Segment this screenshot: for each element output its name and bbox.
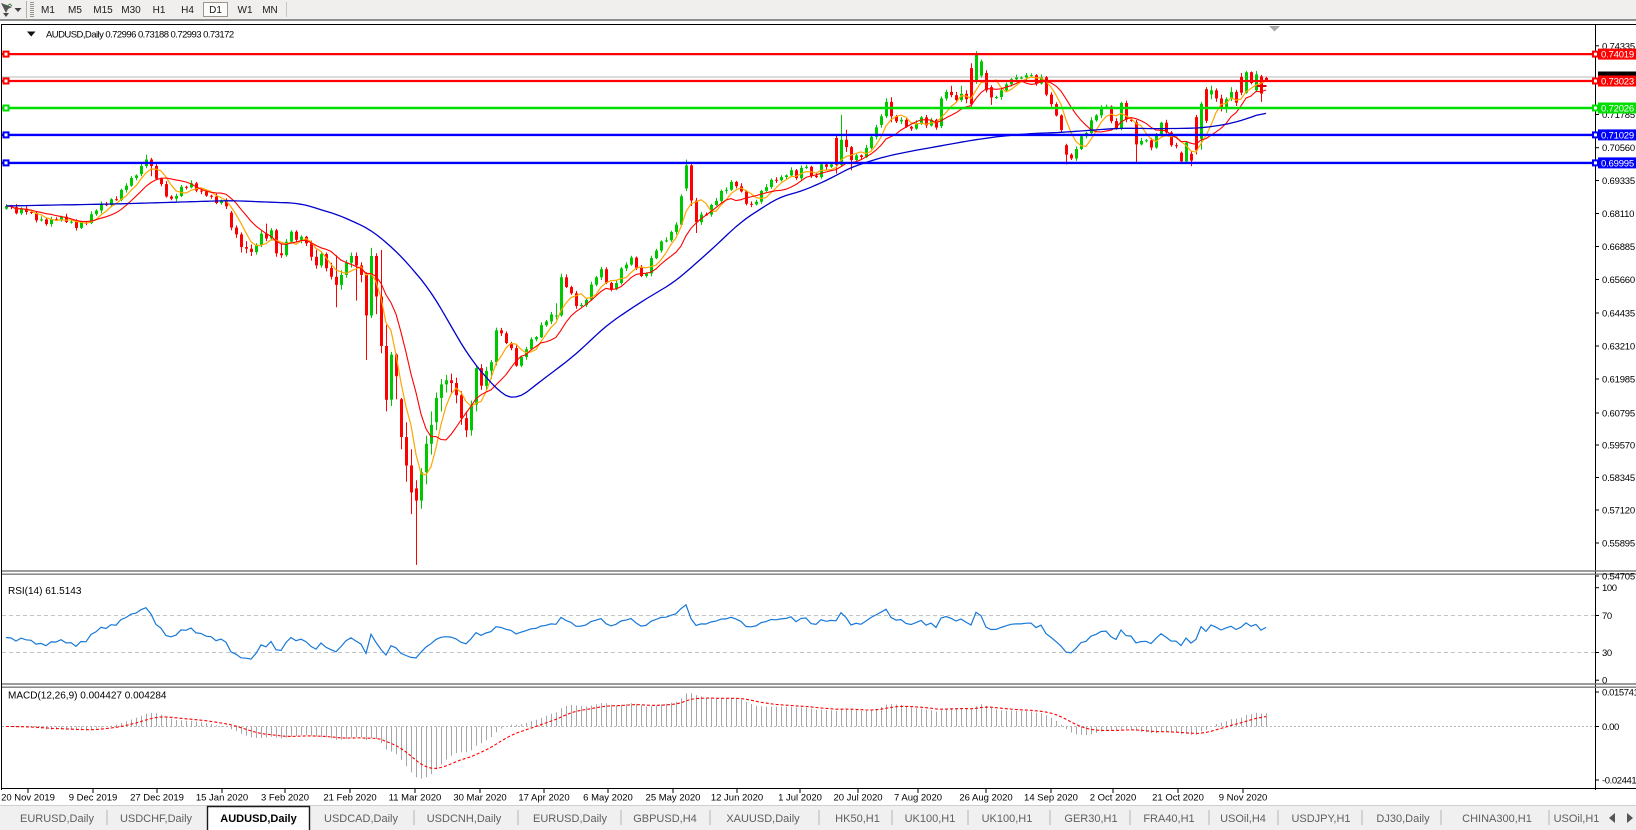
svg-text:0.69995: 0.69995 (1601, 158, 1634, 169)
svg-text:0.59570: 0.59570 (1602, 441, 1635, 452)
svg-text:7 Aug 2020: 7 Aug 2020 (894, 793, 942, 804)
svg-text:0.015741: 0.015741 (1602, 688, 1636, 699)
svg-text:CHINA300,H1: CHINA300,H1 (1462, 813, 1532, 825)
svg-text:21 Oct 2020: 21 Oct 2020 (1152, 793, 1204, 804)
svg-text:0.70560: 0.70560 (1602, 143, 1635, 154)
svg-text:USOil,H1: USOil,H1 (1554, 813, 1600, 825)
svg-text:26 Aug 2020: 26 Aug 2020 (959, 793, 1012, 804)
svg-text:0.61985: 0.61985 (1602, 375, 1635, 386)
svg-text:21 Feb 2020: 21 Feb 2020 (323, 793, 376, 804)
svg-text:0: 0 (1602, 676, 1607, 687)
svg-text:0.66885: 0.66885 (1602, 242, 1635, 253)
svg-text:30: 30 (1602, 648, 1612, 659)
svg-text:EURUSD,Daily: EURUSD,Daily (533, 813, 607, 825)
svg-text:0.58345: 0.58345 (1602, 473, 1635, 484)
svg-text:H1: H1 (153, 5, 166, 16)
svg-text:USOil,H4: USOil,H4 (1220, 813, 1266, 825)
svg-text:AUDUSD,Daily: AUDUSD,Daily (220, 813, 297, 825)
svg-text:UK100,H1: UK100,H1 (982, 813, 1033, 825)
svg-text:USDCHF,Daily: USDCHF,Daily (120, 813, 193, 825)
svg-text:20 Jul 2020: 20 Jul 2020 (833, 793, 882, 804)
svg-text:0.71029: 0.71029 (1601, 130, 1634, 141)
svg-text:9 Dec 2019: 9 Dec 2019 (69, 793, 118, 804)
svg-text:RSI(14) 61.5143: RSI(14) 61.5143 (8, 586, 82, 597)
svg-text:GBPUSD,H4: GBPUSD,H4 (633, 813, 697, 825)
svg-text:14 Sep 2020: 14 Sep 2020 (1024, 793, 1078, 804)
svg-text:AUDUSD,Daily 0.72996 0.73188: AUDUSD,Daily 0.72996 0.73188 0.72993 0.7… (46, 30, 234, 41)
svg-text:70: 70 (1602, 611, 1612, 622)
svg-text:0.55895: 0.55895 (1602, 539, 1635, 550)
svg-text:M1: M1 (41, 5, 55, 16)
svg-text:XAUUSD,Daily: XAUUSD,Daily (726, 813, 800, 825)
svg-text:27 Dec 2019: 27 Dec 2019 (130, 793, 184, 804)
svg-text:11 Mar 2020: 11 Mar 2020 (389, 793, 442, 804)
svg-text:17 Apr 2020: 17 Apr 2020 (518, 793, 569, 804)
svg-text:MACD(12,26,9) 0.004427 0.00428: MACD(12,26,9) 0.004427 0.004284 (8, 691, 167, 702)
svg-text:USDCAD,Daily: USDCAD,Daily (324, 813, 398, 825)
svg-text:W1: W1 (238, 5, 253, 16)
svg-text:0.68110: 0.68110 (1602, 209, 1634, 220)
svg-text:USDJPY,H1: USDJPY,H1 (1291, 813, 1350, 825)
svg-text:HK50,H1: HK50,H1 (835, 813, 880, 825)
svg-text:9 Nov 2020: 9 Nov 2020 (1219, 793, 1268, 804)
svg-text:M30: M30 (121, 5, 141, 16)
svg-text:30 Mar 2020: 30 Mar 2020 (453, 793, 506, 804)
svg-text:M15: M15 (93, 5, 113, 16)
svg-text:0.73023: 0.73023 (1601, 77, 1634, 88)
svg-text:FRA40,H1: FRA40,H1 (1143, 813, 1194, 825)
svg-text:EURUSD,Daily: EURUSD,Daily (20, 813, 94, 825)
svg-text:15 Jan 2020: 15 Jan 2020 (196, 793, 248, 804)
svg-text:25 May 2020: 25 May 2020 (646, 793, 701, 804)
svg-text:20 Nov 2019: 20 Nov 2019 (1, 793, 55, 804)
svg-text:DJ30,Daily: DJ30,Daily (1376, 813, 1430, 825)
svg-text:0.64435: 0.64435 (1602, 309, 1635, 320)
svg-text:0.71785: 0.71785 (1602, 110, 1635, 121)
svg-text:12 Jun 2020: 12 Jun 2020 (711, 793, 763, 804)
svg-text:0.00: 0.00 (1602, 722, 1619, 733)
svg-text:0.57120: 0.57120 (1602, 506, 1635, 517)
svg-text:0.54705: 0.54705 (1602, 572, 1635, 583)
svg-text:MN: MN (262, 5, 278, 16)
svg-text:0.69335: 0.69335 (1602, 176, 1635, 187)
svg-text:GER30,H1: GER30,H1 (1064, 813, 1117, 825)
svg-text:100: 100 (1602, 583, 1617, 594)
svg-text:USDCNH,Daily: USDCNH,Daily (427, 813, 502, 825)
svg-text:0.63210: 0.63210 (1602, 342, 1635, 353)
svg-text:1 Jul 2020: 1 Jul 2020 (778, 793, 822, 804)
svg-text:0.72026: 0.72026 (1601, 104, 1634, 115)
svg-text:H4: H4 (181, 5, 194, 16)
svg-text:0.74019: 0.74019 (1601, 50, 1634, 61)
svg-text:6 May 2020: 6 May 2020 (583, 793, 633, 804)
svg-text:D1: D1 (209, 5, 222, 16)
svg-text:0.60795: 0.60795 (1602, 409, 1635, 420)
svg-text:2 Oct 2020: 2 Oct 2020 (1090, 793, 1136, 804)
svg-text:0.74335: 0.74335 (1602, 41, 1635, 52)
svg-text:UK100,H1: UK100,H1 (905, 813, 956, 825)
svg-text:3 Feb 2020: 3 Feb 2020 (261, 793, 309, 804)
svg-text:M5: M5 (68, 5, 82, 16)
svg-text:0.65660: 0.65660 (1602, 275, 1635, 286)
